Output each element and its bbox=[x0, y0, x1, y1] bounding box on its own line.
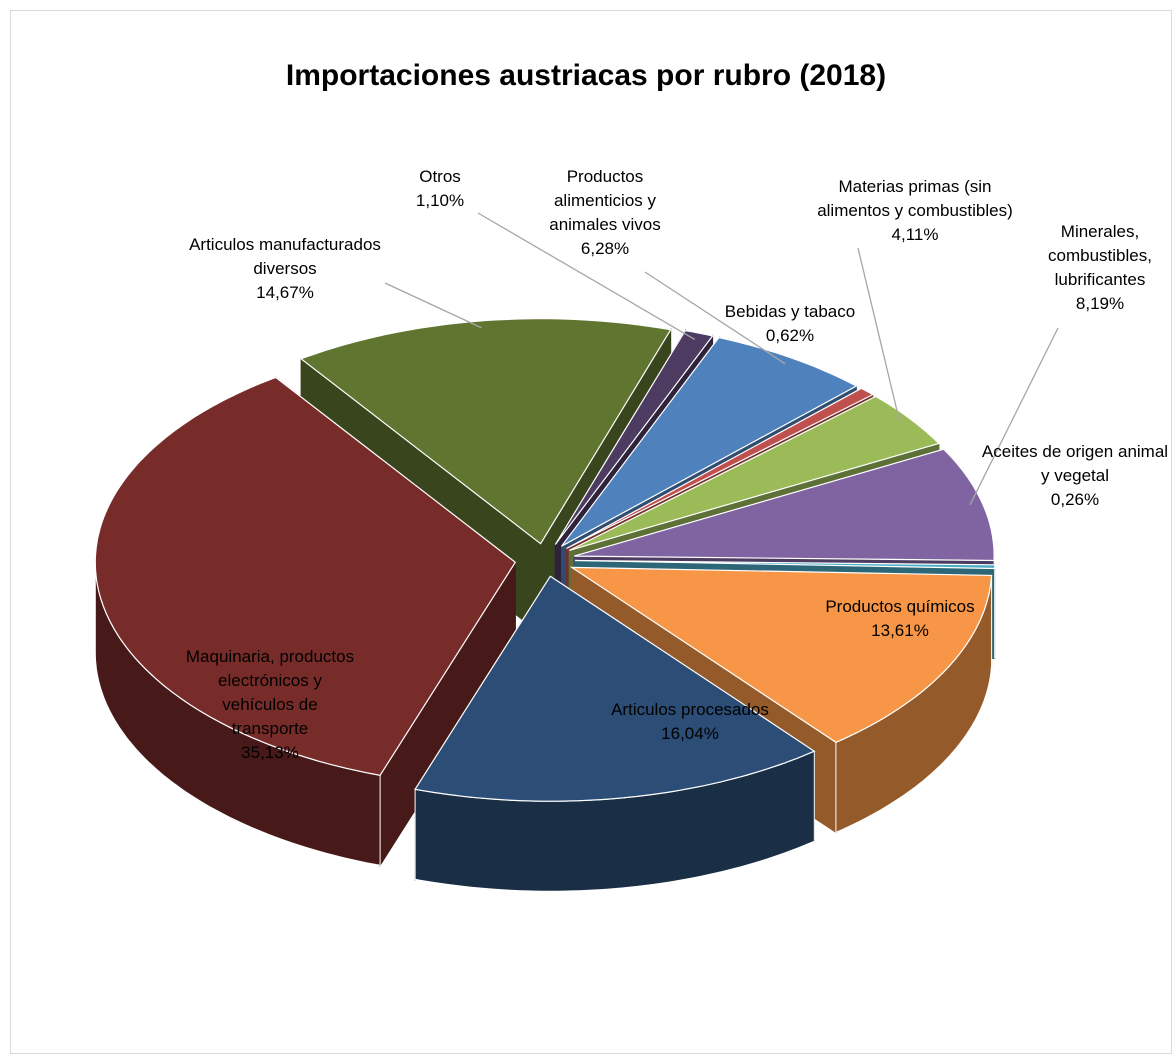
chart-title: Importaciones austriacas por rubro (2018… bbox=[286, 59, 886, 92]
data-label: Minerales, combustibles, lubrificantes 8,… bbox=[1035, 220, 1165, 316]
label-value: 0,26% bbox=[1050, 490, 1100, 509]
leader-line bbox=[477, 212, 696, 340]
label-value: 4,11% bbox=[891, 225, 939, 244]
label-value: 6,28% bbox=[580, 239, 630, 258]
pie-slice bbox=[566, 387, 875, 550]
pie-slice bbox=[574, 448, 995, 562]
label-value: 16,04% bbox=[661, 724, 719, 743]
pie-slice bbox=[569, 566, 993, 743]
pie-slice bbox=[414, 575, 816, 802]
leader-line bbox=[644, 271, 786, 365]
label-category: Articulos manufacturados diversos bbox=[189, 235, 381, 278]
data-label: Productos químicos 13,61% bbox=[790, 595, 1010, 643]
pie-slice bbox=[574, 559, 996, 570]
label-category: Maquinaria, productos electrónicos y veh… bbox=[185, 647, 355, 738]
data-label: Productos alimenticios y animales vivos 6… bbox=[520, 165, 690, 261]
data-label: Maquinaria, productos electrónicos y veh… bbox=[185, 645, 355, 765]
label-category: Minerales, combustibles, lubrificantes bbox=[1048, 222, 1152, 289]
label-value: 13,61% bbox=[871, 621, 929, 640]
label-value: 8,19% bbox=[1075, 294, 1125, 313]
label-value: 0,62% bbox=[765, 326, 815, 345]
label-category: Otros bbox=[419, 167, 461, 186]
data-label: Otros 1,10% bbox=[395, 165, 485, 213]
label-category: Bebidas y tabaco bbox=[724, 302, 856, 321]
slice-tops bbox=[94, 318, 996, 802]
data-label: Materias primas (sin alimentos y combust… bbox=[810, 175, 1020, 247]
label-category: Articulos procesados bbox=[611, 700, 769, 719]
leader-line bbox=[969, 327, 1059, 505]
label-category: Materias primas (sin alimentos y combust… bbox=[817, 177, 1013, 220]
label-value: 35,13% bbox=[241, 743, 299, 762]
label-category: Aceites de origen animal y vegetal bbox=[981, 442, 1169, 485]
label-category: Productos químicos bbox=[825, 597, 975, 616]
leader-line bbox=[384, 282, 482, 329]
leader-line bbox=[857, 247, 901, 423]
data-label: Articulos procesados 16,04% bbox=[560, 698, 820, 746]
pie-slice bbox=[569, 395, 941, 551]
pie-slice bbox=[554, 329, 714, 545]
label-value: 1,10% bbox=[415, 191, 465, 210]
label-value: 14,67% bbox=[256, 283, 314, 302]
data-label: Articulos manufacturados diversos 14,67% bbox=[185, 233, 385, 305]
chart-frame bbox=[10, 10, 1172, 1054]
pie-slice bbox=[94, 376, 517, 776]
pie-slice bbox=[299, 318, 672, 545]
data-label: Bebidas y tabaco 0,62% bbox=[690, 300, 890, 348]
data-label: Aceites de origen animal y vegetal 0,26% bbox=[980, 440, 1170, 512]
label-category: Productos alimenticios y animales vivos bbox=[549, 167, 661, 234]
pie-slice bbox=[561, 336, 858, 547]
